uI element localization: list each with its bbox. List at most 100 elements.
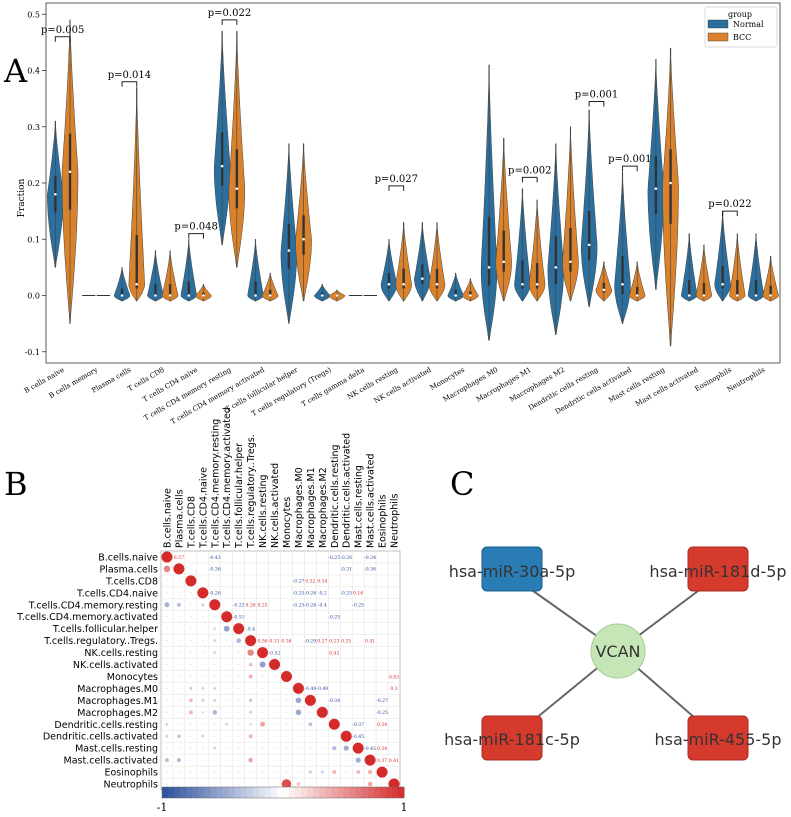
- corr-circle: [214, 723, 216, 725]
- violin-median: [120, 294, 124, 297]
- corr-diagonal: [352, 742, 364, 754]
- row-label: NK.cells.resting: [84, 648, 158, 659]
- p-value-label: p=0.027: [375, 174, 418, 185]
- corr-circle: [261, 699, 264, 702]
- corr-circle: [226, 687, 228, 690]
- corr-value: -0.37: [352, 722, 364, 728]
- significance-bracket: [221, 19, 238, 25]
- column-label: Macrophages.M1: [306, 467, 317, 548]
- violin-iqr: [721, 265, 724, 289]
- corr-diagonal: [197, 587, 209, 599]
- corr-circle: [166, 592, 168, 594]
- y-tick-label: 0.0: [27, 292, 40, 301]
- p-value-label: p=0.022: [708, 199, 751, 210]
- colorbar-label-max: 1: [401, 801, 408, 814]
- corr-value: 0.3: [390, 686, 397, 692]
- corr-circle: [285, 735, 288, 737]
- violin-median: [454, 294, 458, 297]
- corr-circle: [226, 699, 228, 702]
- violin-median: [68, 170, 72, 174]
- corr-value: 0.37: [377, 758, 387, 764]
- significance-bracket: [121, 81, 138, 87]
- corr-circle: [201, 734, 205, 738]
- node-mir455: [687, 715, 749, 761]
- corr-diagonal: [161, 551, 173, 563]
- violin-median: [754, 294, 758, 297]
- panel-label-c: C: [450, 465, 474, 503]
- corr-circle: [321, 735, 324, 737]
- corr-circle: [166, 627, 168, 630]
- significance-bracket: [722, 210, 738, 217]
- corr-circle: [273, 699, 276, 702]
- corr-value: -0.25: [328, 615, 340, 621]
- colorbar-segment: [355, 787, 363, 798]
- corr-circle: [281, 779, 292, 789]
- corr-circle: [248, 674, 253, 679]
- column-label: T.cells.CD8: [186, 496, 197, 549]
- violin-iqr: [187, 281, 190, 297]
- significance-bracket: [388, 185, 405, 191]
- violin-median: [669, 181, 672, 185]
- colorbar-segment: [180, 787, 187, 798]
- column-label: Eosinophils: [378, 494, 389, 548]
- corr-circle: [177, 734, 181, 739]
- violin-median: [187, 294, 191, 297]
- corr-circle: [273, 735, 276, 737]
- column-label: T.cells.regulatory..Tregs.: [246, 434, 257, 549]
- x-tick-label: Mast cells activated: [634, 366, 700, 409]
- violin-iqr: [587, 211, 591, 261]
- corr-circle: [261, 735, 264, 737]
- corr-circle: [296, 782, 301, 786]
- violin-median: [535, 282, 539, 286]
- colorbar-segment: [174, 787, 181, 798]
- row-label: T.cells.CD4.memory.resting: [28, 600, 158, 611]
- column-label: Dendritic.cells.activated: [342, 433, 353, 548]
- corr-circle: [190, 747, 192, 749]
- violin-iqr: [154, 284, 157, 297]
- corr-circle: [297, 771, 300, 773]
- violin-iqr: [302, 215, 305, 255]
- corr-circle: [249, 722, 252, 726]
- label-vcan: VCAN: [595, 642, 640, 661]
- colorbar-segment: [276, 787, 284, 798]
- corr-value: -0.26: [209, 591, 221, 597]
- violin-median: [554, 266, 558, 269]
- corr-diagonal: [233, 623, 245, 635]
- node-vcan: [590, 623, 646, 679]
- corr-circle: [178, 723, 180, 725]
- mirna-network: hsa-miR-30a-5p hsa-miR-181d-5p hsa-miR-1…: [444, 546, 787, 761]
- legend-entry-bcc: BCC: [733, 33, 751, 42]
- column-label: T.cells.CD4.memory.activated: [222, 407, 233, 549]
- corr-circle: [249, 771, 252, 773]
- corr-circle: [226, 675, 228, 678]
- colorbar-segment: [373, 787, 381, 798]
- corr-circle: [176, 602, 181, 607]
- colorbar-segment: [162, 787, 169, 798]
- corr-value: 0.36: [281, 638, 291, 644]
- corr-circle: [190, 592, 192, 594]
- corr-circle: [213, 746, 217, 750]
- corr-circle: [261, 783, 264, 785]
- corr-circle: [237, 675, 240, 678]
- corr-circle: [165, 758, 169, 763]
- corr-circle: [190, 783, 192, 785]
- row-label: Eosinophils: [104, 768, 158, 779]
- node-mir181d: [687, 546, 749, 592]
- column-label: NK.cells.resting: [258, 474, 269, 548]
- colorbar-segment: [337, 787, 344, 798]
- corr-circle: [367, 781, 373, 787]
- violin-annotations: p=0.005 p=0.014 p=0.048 p=0.022 p=0.027 p=0.0…: [41, 8, 752, 239]
- colorbar-segment: [325, 787, 332, 798]
- corr-circle: [308, 770, 312, 774]
- violin-median: [569, 260, 572, 264]
- corr-circle: [166, 687, 168, 690]
- corr-circle: [381, 783, 383, 785]
- corr-value: -0.36: [364, 567, 376, 573]
- corr-circle: [214, 616, 216, 618]
- corr-circle: [166, 747, 168, 749]
- corr-circle: [190, 723, 192, 725]
- corr-diagonal: [304, 694, 316, 706]
- violin-median: [602, 288, 606, 292]
- corr-circle: [178, 639, 180, 642]
- corr-circle: [189, 686, 193, 690]
